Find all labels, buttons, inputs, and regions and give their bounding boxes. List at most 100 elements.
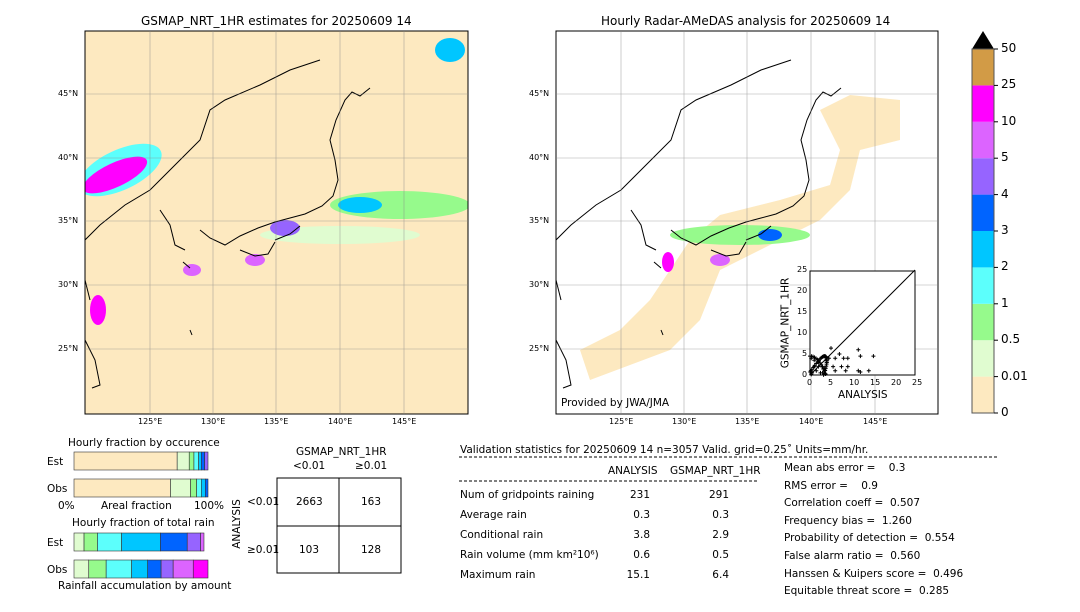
stats-analysis-value: 15.1 <box>626 569 650 581</box>
scatter-point <box>814 368 819 373</box>
stats-score: Equitable threat score = 0.285 <box>784 585 950 598</box>
stats-score: Hanssen & Kuipers score = 0.496 <box>784 567 964 580</box>
occurrence-est-segment <box>73 451 178 471</box>
rain-est-segment <box>97 532 122 552</box>
occurrence-est-segment <box>188 451 195 471</box>
lat-tick: 40°N <box>58 153 79 162</box>
stats-score: Frequency bias = 1.260 <box>784 514 912 527</box>
colorbar-label: 0.01 <box>1001 368 1028 383</box>
scatter-point <box>858 370 863 375</box>
stats-row-label: Maximum rain <box>460 569 536 581</box>
stats-gsmap-value: 291 <box>708 489 729 501</box>
rain-est-segment <box>73 532 85 552</box>
scatter-point <box>871 354 876 359</box>
col-header: <0.01 <box>293 460 326 472</box>
stats-score: False alarm ratio = 0.560 <box>784 550 921 562</box>
left-map-title: GSMAP_NRT_1HR estimates for 20250609 14 <box>141 14 412 28</box>
scatter-point <box>809 367 814 372</box>
lat-tick: 30°N <box>58 280 79 289</box>
scatter-point <box>845 364 850 369</box>
colorbar-segment <box>972 303 994 341</box>
colorbar-segment <box>972 376 994 413</box>
scatter-point <box>839 364 844 369</box>
rain-est-segment <box>186 532 201 552</box>
left-map <box>85 31 468 414</box>
scatter-x-label: ANALYSIS <box>838 389 888 401</box>
scatter-point <box>831 364 836 369</box>
obs-label: Obs <box>47 483 68 495</box>
lon-tick: 130°E <box>201 417 226 426</box>
rain-est-segment <box>160 532 188 552</box>
stats-analysis-value: 0.6 <box>633 549 650 561</box>
lat-tick: 45°N <box>58 89 79 98</box>
rain-obs-segment <box>192 559 209 579</box>
colorbar-label: 0.5 <box>1001 332 1021 347</box>
obs-label: Obs <box>47 564 68 576</box>
scatter-x-tick: 5 <box>828 378 834 387</box>
rain-obs-segment <box>88 559 107 579</box>
right-map-title: Hourly Radar-AMeDAS analysis for 2025060… <box>601 14 891 28</box>
scatter-point <box>809 372 814 377</box>
colorbar-segment <box>972 231 994 268</box>
lat-tick: 35°N <box>58 216 79 225</box>
rain-est-segment <box>121 532 161 552</box>
occurrence-obs-segment <box>201 478 206 498</box>
scatter-point <box>837 352 842 356</box>
lon-tick: 140°E <box>328 417 353 426</box>
occurrence-est-segment <box>176 451 190 471</box>
occurrence-obs-segment <box>170 478 191 498</box>
rain-est-segment <box>200 532 205 552</box>
scatter-point <box>833 368 838 373</box>
scatter-y-tick: 25 <box>797 265 808 274</box>
colorbar-label: 10 <box>1001 113 1017 128</box>
colorbar-label: 5 <box>1001 150 1009 165</box>
occurrence-obs-segment <box>73 478 171 498</box>
lon-tick: 125°E <box>609 417 634 426</box>
rain-obs-segment <box>172 559 194 579</box>
colorbar-segment <box>972 85 994 122</box>
colorbar-segment <box>972 340 994 377</box>
scatter-point <box>819 362 824 367</box>
stats-score: Mean abs error = 0.3 <box>784 462 906 474</box>
lon-tick: 130°E <box>672 417 697 426</box>
stats-score: Probability of detection = 0.554 <box>784 532 955 545</box>
rain-obs-segment <box>73 559 90 579</box>
stats-row-label: Num of gridpoints raining <box>460 489 595 501</box>
stats-analysis-value: 0.3 <box>633 509 650 521</box>
stats-score: Correlation coeff = 0.507 <box>784 497 920 510</box>
lon-tick: 145°E <box>392 417 417 426</box>
scatter-point <box>829 346 833 351</box>
rain-obs-segment <box>147 559 162 579</box>
rain-obs-segment <box>160 559 174 579</box>
scatter-x-tick: 15 <box>870 378 881 387</box>
scatter-point <box>816 364 821 369</box>
lon-tick: 140°E <box>799 417 824 426</box>
colorbar-segment <box>972 194 994 231</box>
x-tick: 100% <box>194 500 225 512</box>
scatter-plot <box>808 269 916 377</box>
x-axis-label: Areal fraction <box>101 500 172 512</box>
lon-tick: 125°E <box>138 417 163 426</box>
lat-tick: 45°N <box>529 89 550 98</box>
stats-score: RMS error = 0.9 <box>784 479 878 492</box>
table-cell: 163 <box>361 496 382 508</box>
colorbar-label: 3 <box>1001 223 1009 237</box>
scatter-y-tick: 15 <box>797 307 808 316</box>
stats-row-label: Rain volume (mm km²10⁶) <box>460 549 599 561</box>
lat-tick: 25°N <box>529 344 550 353</box>
rain-est-segment <box>83 532 98 552</box>
scatter-point <box>833 356 838 361</box>
scatter-point <box>841 356 846 361</box>
colorbar-extend-arrow <box>972 31 994 49</box>
occurrence-est-segment <box>193 451 199 471</box>
stats-col-header: GSMAP_NRT_1HR <box>670 465 761 477</box>
stats-gsmap-value: 6.4 <box>712 569 729 581</box>
colorbar-label: 0 <box>1001 405 1009 419</box>
scatter-point <box>811 365 816 370</box>
occurrence-obs-segment <box>205 478 209 498</box>
lon-tick: 145°E <box>863 417 888 426</box>
lat-tick: 35°N <box>529 216 550 225</box>
stats-analysis-value: 3.8 <box>633 529 650 541</box>
rain-obs-segment <box>105 559 132 579</box>
colorbar-label: 1 <box>1001 295 1009 310</box>
